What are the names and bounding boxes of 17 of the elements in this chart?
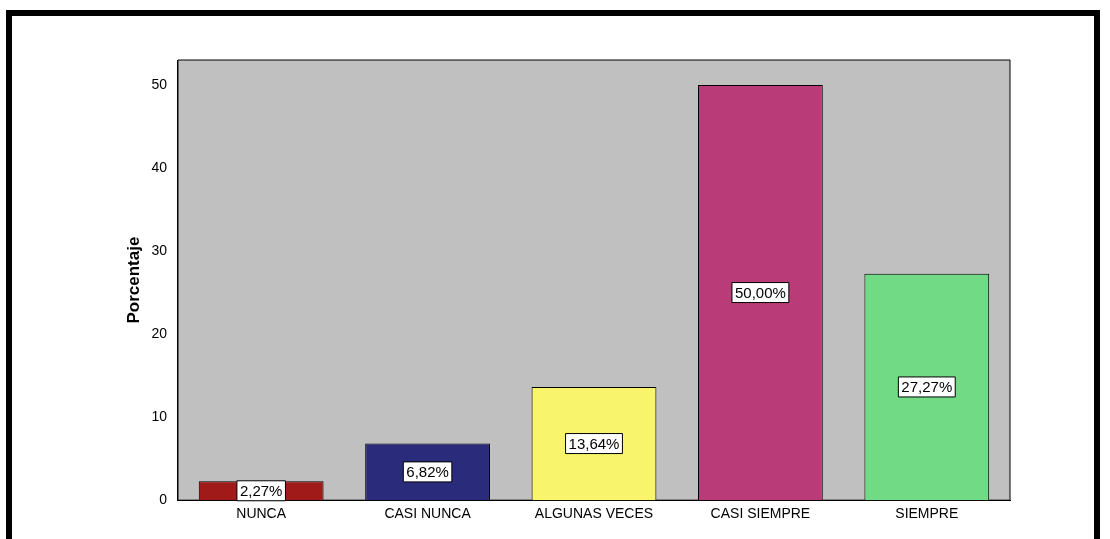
data-label: 6,82% — [406, 463, 449, 481]
x-tick-label: SIEMPRE — [895, 505, 959, 522]
y-tick-label: 30 — [151, 241, 168, 258]
data-label: 27,27% — [901, 378, 953, 396]
x-tick-label: CASI SIEMPRE — [710, 505, 811, 522]
data-label: 13,64% — [568, 434, 620, 452]
y-axis-title: Porcentaje — [123, 236, 143, 324]
y-tick-label: 50 — [151, 75, 168, 92]
data-label: 50,00% — [734, 283, 786, 301]
y-tick-label: 20 — [151, 324, 168, 341]
y-tick-label: 40 — [151, 158, 168, 175]
x-tick-label: NUNCA — [236, 505, 287, 522]
x-tick-label: ALGUNAS VECES — [534, 505, 654, 522]
y-tick-label: 0 — [159, 491, 168, 508]
y-tick-label: 10 — [151, 408, 168, 424]
x-tick-label: CASI NUNCA — [384, 505, 472, 522]
data-label: 2,27% — [239, 481, 283, 499]
